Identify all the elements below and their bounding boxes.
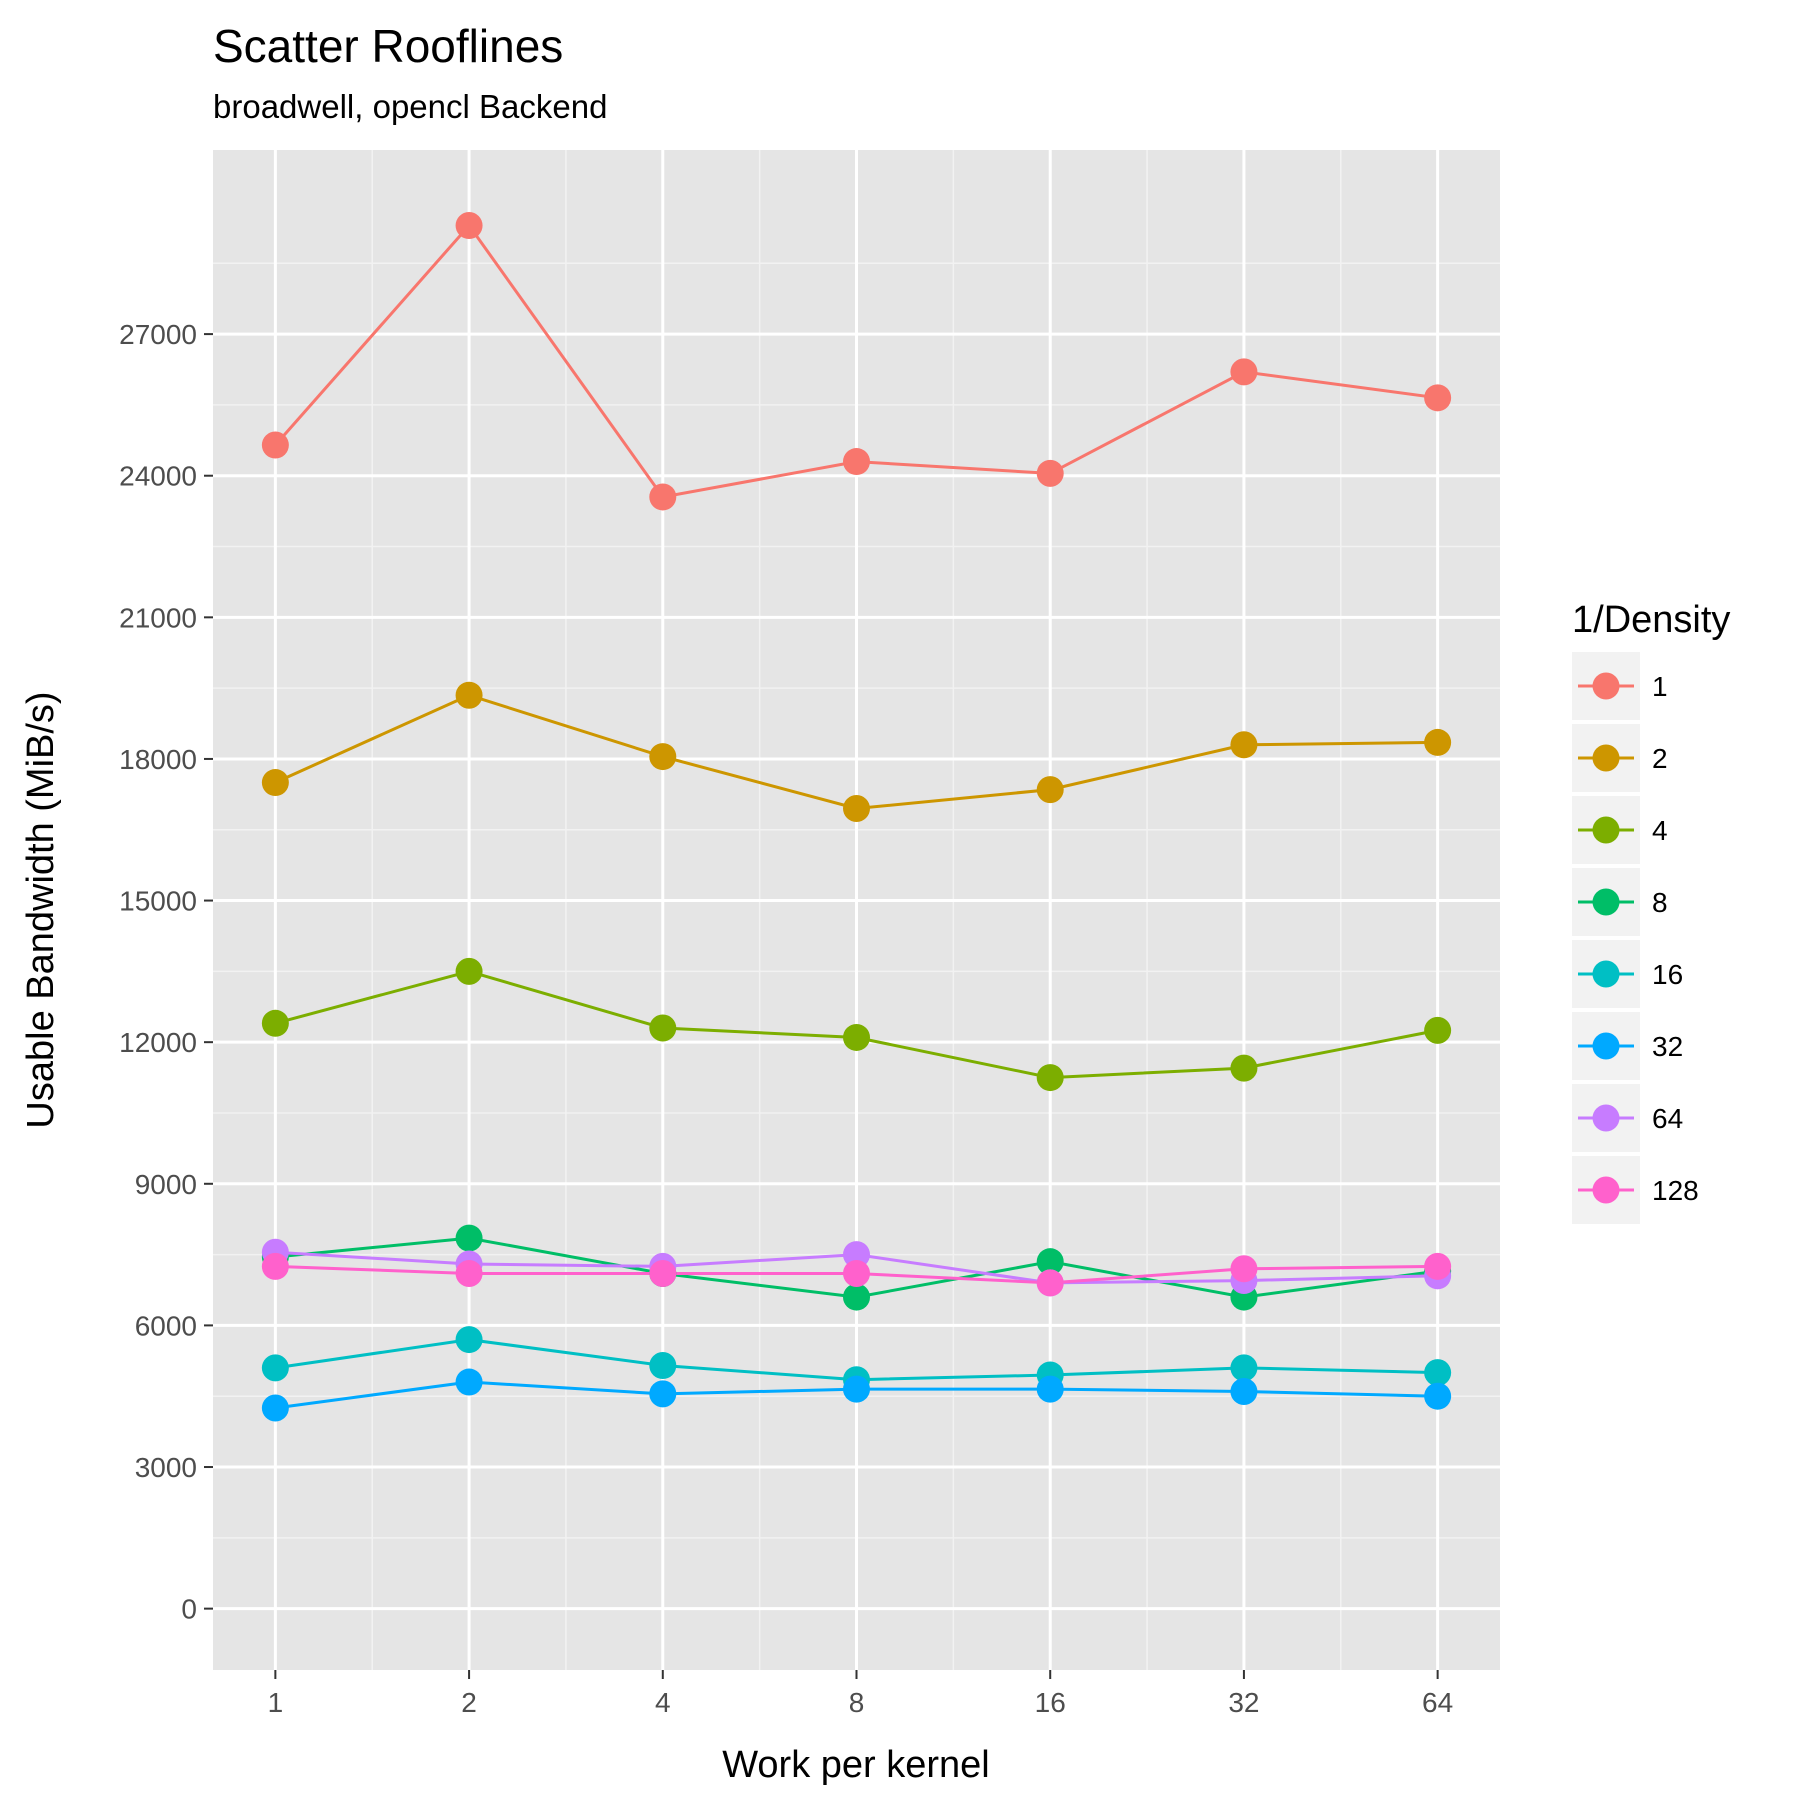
legend-label-32: 32 xyxy=(1652,1031,1683,1062)
x-tick-label: 32 xyxy=(1228,1687,1259,1718)
chart-subtitle: broadwell, opencl Backend xyxy=(213,88,607,125)
y-axis-title: Usable Bandwidth (MiB/s) xyxy=(20,691,62,1128)
legend-label-4: 4 xyxy=(1652,815,1668,846)
legend-label-2: 2 xyxy=(1652,743,1668,774)
y-tick-label: 9000 xyxy=(135,1169,197,1200)
series-point-8 xyxy=(1036,1248,1064,1276)
series-point-128 xyxy=(261,1252,289,1280)
legend-key-point xyxy=(1592,816,1620,844)
legend-label-64: 64 xyxy=(1652,1103,1683,1134)
y-tick-label: 12000 xyxy=(119,1027,197,1058)
series-point-1 xyxy=(649,483,677,511)
series-point-1 xyxy=(843,448,870,476)
series-point-128 xyxy=(843,1259,870,1287)
y-tick-label: 15000 xyxy=(119,886,197,917)
series-point-4 xyxy=(1230,1054,1258,1082)
series-point-32 xyxy=(1230,1377,1258,1405)
legend-key-point xyxy=(1592,960,1620,988)
series-point-1 xyxy=(455,212,483,240)
y-tick-label: 24000 xyxy=(119,461,197,492)
series-point-4 xyxy=(455,957,483,985)
legend-key-point xyxy=(1592,672,1620,700)
series-point-16 xyxy=(261,1354,289,1382)
legend: 1/Density 1 2 4 8 16 32 64 128 xyxy=(1572,599,1730,1224)
series-point-64 xyxy=(843,1241,870,1269)
series-point-2 xyxy=(843,795,870,823)
legend-key-point xyxy=(1592,744,1620,772)
series-point-128 xyxy=(455,1259,483,1287)
y-tick-label: 3000 xyxy=(135,1452,197,1483)
x-axis-title: Work per kernel xyxy=(722,1744,990,1786)
y-tick-label: 21000 xyxy=(119,602,197,633)
x-tick-label: 8 xyxy=(849,1687,865,1718)
series-point-32 xyxy=(261,1394,289,1422)
chart-title: Scatter Rooflines xyxy=(213,20,563,72)
series-point-16 xyxy=(455,1326,483,1354)
series-point-2 xyxy=(455,681,483,709)
legend-label-128: 128 xyxy=(1652,1175,1699,1206)
series-point-1 xyxy=(1424,384,1452,412)
series-point-2 xyxy=(1424,728,1452,756)
series-point-4 xyxy=(1036,1064,1064,1092)
series-point-2 xyxy=(649,743,677,771)
x-tick-label: 64 xyxy=(1422,1687,1453,1718)
x-tick-label: 16 xyxy=(1035,1687,1066,1718)
series-point-32 xyxy=(1036,1375,1064,1403)
legend-key-point xyxy=(1592,888,1620,916)
series-point-128 xyxy=(1230,1255,1258,1283)
y-tick-label: 27000 xyxy=(119,319,197,350)
series-point-4 xyxy=(261,1009,289,1037)
legend-label-1: 1 xyxy=(1652,671,1668,702)
series-point-2 xyxy=(261,769,289,797)
series-point-4 xyxy=(649,1014,677,1042)
series-point-128 xyxy=(1424,1252,1452,1280)
y-tick-label: 0 xyxy=(181,1594,197,1625)
series-layer xyxy=(261,212,1452,1422)
series-point-32 xyxy=(843,1375,870,1403)
series-point-16 xyxy=(649,1352,677,1380)
series-point-32 xyxy=(1424,1382,1452,1410)
y-tick-label: 18000 xyxy=(119,744,197,775)
series-point-32 xyxy=(455,1368,483,1396)
series-point-16 xyxy=(1230,1354,1258,1382)
series-point-32 xyxy=(649,1380,677,1408)
series-point-128 xyxy=(1036,1269,1064,1297)
grid-major xyxy=(213,150,1500,1670)
x-tick-label: 2 xyxy=(461,1687,477,1718)
series-point-1 xyxy=(1036,459,1064,487)
legend-label-8: 8 xyxy=(1652,887,1668,918)
y-tick-label: 6000 xyxy=(135,1310,197,1341)
series-point-128 xyxy=(649,1259,677,1287)
legend-label-16: 16 xyxy=(1652,959,1683,990)
series-point-2 xyxy=(1036,776,1064,804)
series-point-8 xyxy=(455,1224,483,1252)
legend-key-point xyxy=(1592,1176,1620,1204)
legend-key-point xyxy=(1592,1032,1620,1060)
series-point-2 xyxy=(1230,731,1258,759)
series-point-4 xyxy=(1424,1016,1452,1044)
series-point-16 xyxy=(1424,1359,1452,1387)
legend-key-point xyxy=(1592,1104,1620,1132)
series-point-8 xyxy=(843,1283,870,1311)
x-tick-label: 1 xyxy=(268,1687,284,1718)
axes-layer: 0 3000 6000 9000 12000 15000 18000 21000 24000 27… xyxy=(119,319,1453,1718)
series-point-1 xyxy=(261,431,289,459)
series-point-1 xyxy=(1230,358,1258,386)
legend-title: 1/Density xyxy=(1572,599,1730,641)
series-point-4 xyxy=(843,1023,870,1051)
x-tick-label: 4 xyxy=(655,1687,671,1718)
